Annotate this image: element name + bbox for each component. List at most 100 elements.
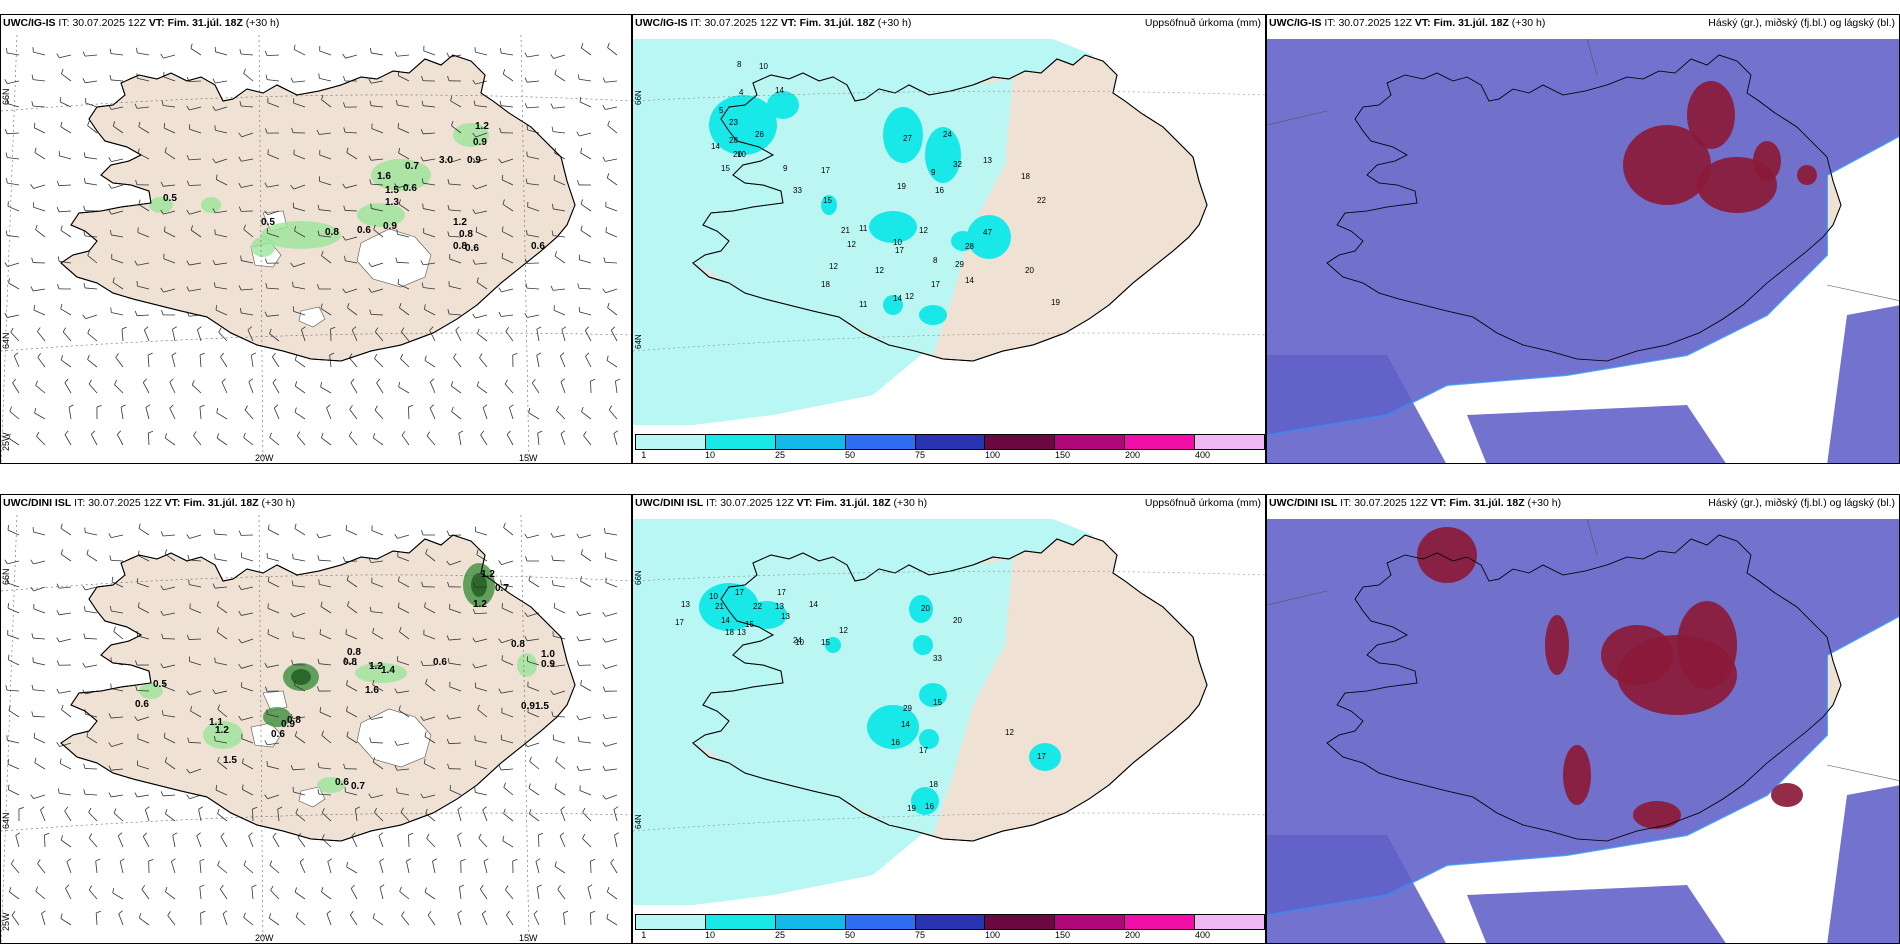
wind-barb	[33, 661, 46, 666]
wind-barb	[423, 262, 436, 266]
wind-barb-flag	[212, 208, 216, 214]
wind-barb-flag	[243, 432, 246, 438]
wind-barb	[85, 287, 98, 290]
wind-barb-flag	[35, 886, 39, 892]
coastline	[1326, 54, 1842, 362]
wind-barb-flag	[457, 806, 463, 810]
wind-barb	[242, 762, 254, 770]
wind-barb-flag	[316, 533, 320, 539]
mid-cloud-patch	[1545, 615, 1569, 675]
wind-barb-flag	[64, 806, 69, 812]
wind-barb-flag	[56, 53, 60, 58]
wind-barb	[169, 408, 176, 420]
grid-line-lon20	[258, 514, 264, 943]
wind-barb	[503, 813, 514, 822]
wind-barb	[605, 742, 618, 747]
wind-barb-flag	[8, 705, 11, 711]
wind-barb	[138, 555, 150, 562]
value-label: 18	[725, 628, 734, 637]
wind-barb	[243, 864, 254, 874]
wind-barb-flag	[397, 123, 399, 129]
precip-blob	[883, 295, 903, 315]
wind-barb-flag	[137, 148, 140, 154]
wind-barb-flag	[603, 257, 606, 263]
green-patch	[291, 669, 311, 685]
precip-blob	[747, 601, 787, 629]
low-cloud-edge	[1267, 614, 1899, 916]
panel-title-precip: Uppsöfnuð úrkoma (mm)	[1144, 497, 1261, 509]
colorbar-tick-label: 10	[704, 930, 715, 940]
wind-barb	[399, 307, 410, 316]
wind-barb	[475, 687, 488, 692]
panel-clouds-bottom: UWC/DINI ISL IT: 30.07.2025 12Z VT: Fim.…	[1266, 494, 1900, 944]
wind-barb-flag	[424, 731, 427, 737]
wind-barb	[527, 106, 540, 109]
wind-barb	[604, 261, 618, 264]
wind-barb-flag	[577, 74, 580, 80]
wind-barb	[299, 861, 306, 874]
wind-barb	[59, 742, 72, 747]
grid-line-lat64	[1, 812, 631, 832]
value-label: 17	[1037, 752, 1046, 761]
value-label: 0.6	[465, 243, 479, 254]
wind-barb	[216, 437, 228, 446]
mid-cloud-patch	[1563, 745, 1591, 805]
wind-barb-flag	[9, 406, 13, 412]
wind-barb-flag	[606, 913, 609, 919]
wind-barb	[7, 582, 20, 588]
wind-barb	[350, 382, 358, 394]
wind-barb	[501, 768, 514, 771]
wind-barb	[59, 260, 72, 264]
wind-barb	[506, 434, 514, 446]
wind-barb-flag	[342, 556, 346, 562]
wind-barb	[397, 556, 410, 562]
wind-barb-flag	[190, 706, 192, 712]
wind-barb-flag	[248, 832, 253, 837]
wind-barb-flag	[294, 887, 297, 893]
green-patch	[355, 663, 407, 683]
wind-barb	[553, 54, 566, 59]
wind-barb	[296, 435, 306, 446]
wind-barb-flag	[238, 206, 242, 212]
wind-barb	[7, 103, 20, 108]
wind-barb-flag	[240, 255, 242, 261]
wind-barb-flag	[144, 326, 149, 331]
wind-barb	[87, 333, 98, 342]
wind-barb-flag	[396, 787, 398, 793]
wind-barb	[351, 836, 358, 848]
wind-barb-flag	[188, 579, 190, 585]
value-label: 12	[905, 292, 914, 301]
wind-barb	[113, 812, 124, 822]
wind-barb-flag	[342, 288, 346, 294]
green-patch	[357, 203, 405, 227]
wind-barb	[579, 612, 592, 616]
wind-barb	[60, 763, 72, 770]
wind-barb-flag	[499, 100, 502, 106]
wind-barb-flag	[117, 832, 123, 837]
wind-barb	[189, 661, 202, 666]
wind-barb	[293, 636, 306, 640]
colorbar-tick-label: 400	[1194, 930, 1211, 940]
wind-barb	[371, 611, 384, 614]
wind-barb-flag	[88, 885, 93, 891]
wind-barb-flag	[457, 832, 462, 836]
wind-barb-flag	[502, 835, 505, 841]
wind-barb	[248, 835, 254, 848]
wind-barb	[397, 233, 410, 238]
panel-header: UWC/DINI ISL IT: 30.07.2025 12Z VT: Fim.…	[3, 497, 296, 509]
wind-barb-flag	[321, 432, 324, 438]
value-label: 22	[753, 602, 762, 611]
wind-barb	[216, 412, 228, 420]
wind-barb	[371, 105, 384, 108]
value-label: 1.5	[223, 755, 237, 766]
wind-barb-flag	[264, 740, 268, 746]
wind-barb-flag	[398, 705, 401, 711]
precip-blob	[913, 635, 933, 655]
wind-barb	[475, 664, 488, 669]
wind-barb	[606, 360, 618, 368]
low-cloud-edges	[1267, 134, 1899, 436]
wind-barb	[295, 916, 306, 926]
wind-barb	[137, 582, 150, 588]
wind-barb	[579, 638, 592, 642]
wind-barb-flag	[109, 555, 112, 561]
